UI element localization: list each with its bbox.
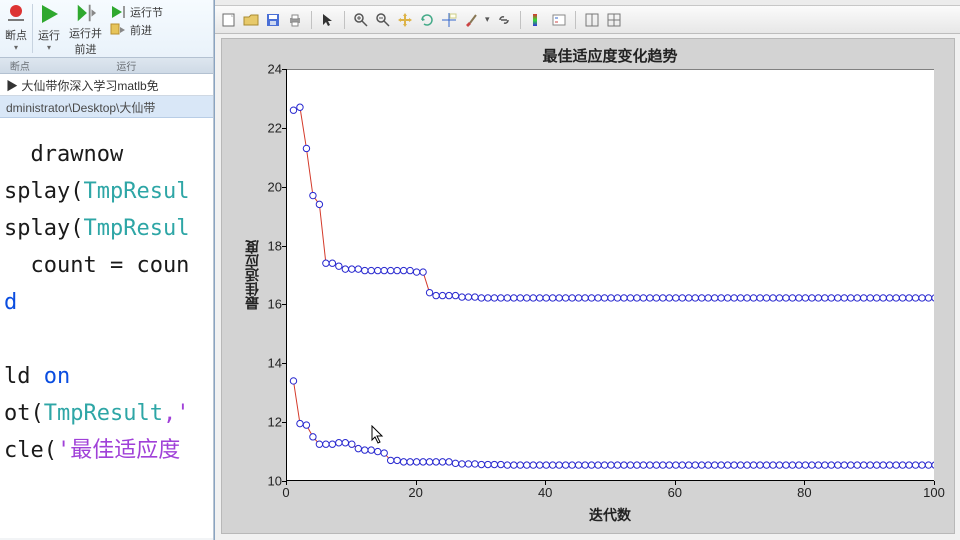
grid-icon[interactable] [606,12,622,28]
ribbon-toolbar: 断点 ▾ 运行 ▾ 运行并 前进 运行节 前进 [0,0,213,58]
zoom-out-icon[interactable] [375,12,391,28]
x-tick-label: 100 [923,485,945,500]
print-icon[interactable] [287,12,303,28]
run-section-label: 运行节 [130,4,163,20]
advance-button[interactable]: 前进 [110,22,163,38]
code-line: d [4,290,17,315]
code-line: ld on [4,364,70,389]
code-editor[interactable]: drawnow splay(TmpResul splay(TmpResul co… [0,118,213,538]
y-tick-label: 22 [268,120,282,135]
new-figure-icon[interactable] [221,12,237,28]
plot-xlabel: 迭代数 [286,505,934,525]
breadcrumb-folder[interactable]: dministrator\Desktop\大仙带 [0,96,213,118]
ribbon-group-captions: 断点 运行 [0,58,213,74]
breakpoint-icon [4,2,28,26]
plot-axes[interactable] [286,69,934,481]
run-advance-button[interactable]: 运行并 前进 [65,0,106,57]
run-advance-icon [74,2,98,24]
y-tick-label: 16 [268,297,282,312]
x-tick-label: 20 [408,485,422,500]
run-icon [37,2,61,26]
y-tick-label: 12 [268,415,282,430]
x-tick-label: 0 [282,485,289,500]
brush-icon[interactable] [463,12,479,28]
x-tick-label: 60 [668,485,682,500]
open-icon[interactable] [243,12,259,28]
run-button[interactable]: 运行 ▾ [33,0,65,57]
code-line: splay(TmpResul [4,216,189,241]
zoom-in-icon[interactable] [353,12,369,28]
layout-icon[interactable] [584,12,600,28]
rotate-icon[interactable] [419,12,435,28]
plot-title: 最佳适应度变化趋势 [286,45,934,66]
x-tick-label: 40 [538,485,552,500]
pointer-icon[interactable] [320,12,336,28]
y-tick-label: 14 [268,356,282,371]
ribbon-group-bp: 断点 [0,58,40,73]
advance-icon [110,22,126,38]
x-tick-label: 80 [797,485,811,500]
y-tick-label: 18 [268,238,282,253]
run-advance-label: 运行并 前进 [69,25,102,57]
code-line: splay(TmpResul [4,179,189,204]
figure-toolbar: ▾ [215,6,960,34]
figure-window: ▾ 最佳适应度变化趋势 最佳适应度 迭代数 10 12 14 16 18 20 22 24 0 2… [214,0,960,540]
data-cursor-icon[interactable] [441,12,457,28]
y-tick-label: 20 [268,179,282,194]
plot-lines [287,69,934,480]
code-line: drawnow [4,142,123,167]
run-label: 运行 [38,27,60,43]
y-tick-label: 10 [268,474,282,489]
run-section-button[interactable]: 运行节 [110,4,163,20]
insert-colorbar-icon[interactable] [529,12,545,28]
pan-icon[interactable] [397,12,413,28]
ribbon-group-run: 运行 [40,58,213,73]
breadcrumb-path[interactable]: ▶ 大仙带你深入学习matlb免 [0,74,213,96]
plot-ylabel: 最佳适应度 [242,69,258,481]
run-section-icon [110,4,126,20]
insert-legend-icon[interactable] [551,12,567,28]
matlab-editor-pane: 断点 ▾ 运行 ▾ 运行并 前进 运行节 前进 断点 运行 ▶ 大仙带你深入学习 [0,0,214,540]
code-line: cle('最佳适应度 [4,438,180,463]
code-line: ot(TmpResult,' [4,401,189,426]
y-tick-label: 24 [268,62,282,77]
code-line: count = coun [4,253,189,278]
advance-label: 前进 [130,22,152,38]
breakpoint-label: 断点 [5,27,27,43]
figure-canvas[interactable]: 最佳适应度变化趋势 最佳适应度 迭代数 10 12 14 16 18 20 22 24 0 20 4… [221,38,955,534]
save-icon[interactable] [265,12,281,28]
link-icon[interactable] [496,12,512,28]
breakpoint-button[interactable]: 断点 ▾ [0,0,32,57]
